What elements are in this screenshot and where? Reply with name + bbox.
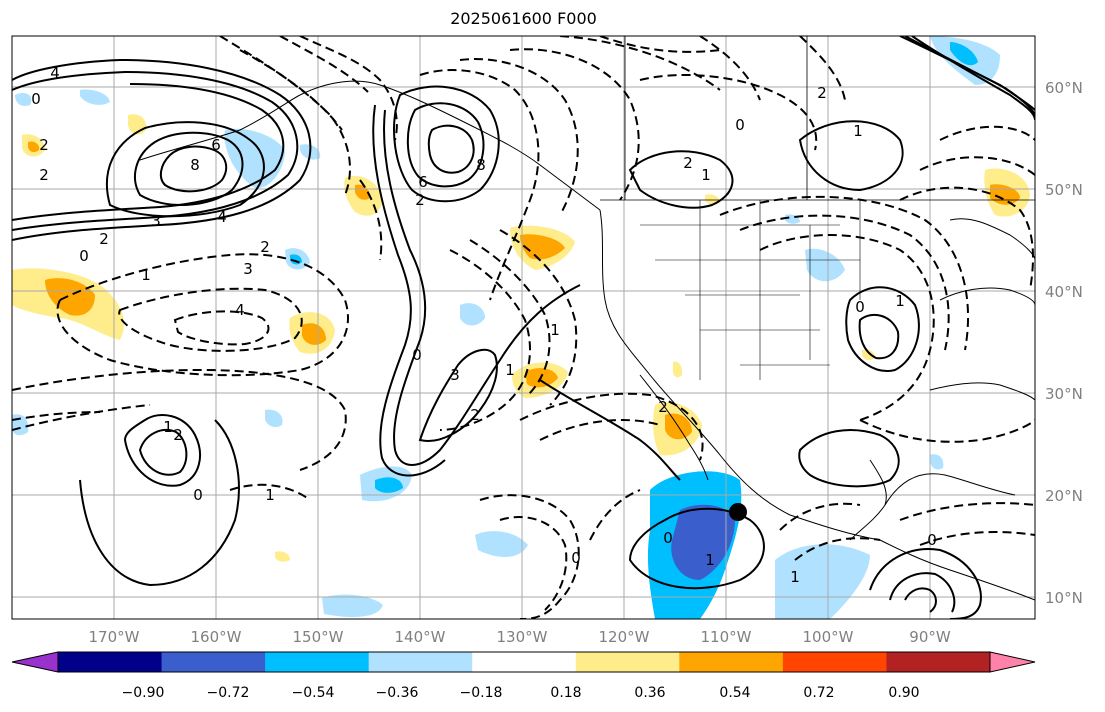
contour-label: 1	[895, 292, 905, 310]
contour-label: 3	[151, 212, 161, 230]
colorbar-tick-label: 0.72	[803, 685, 834, 701]
map-panel: 4 0 2 2 8 6 3 4 2 0 1 4 3 2 6 8 2 0 3 1 …	[12, 36, 1035, 619]
longitude-labels: 170°W 160°W 150°W 140°W 130°W 120°W 110°…	[89, 628, 951, 646]
contour-label: 1	[163, 418, 173, 436]
colorbar-segment	[679, 652, 784, 672]
lon-label: 150°W	[293, 628, 344, 646]
contour-label: 8	[476, 156, 486, 174]
contour-label: 2	[39, 136, 49, 154]
dashed-contours	[12, 36, 1035, 619]
contour-label: 2	[817, 84, 827, 102]
colorbar-segment	[58, 652, 163, 672]
lat-label: 60°N	[1045, 79, 1083, 97]
lat-label: 10°N	[1045, 589, 1083, 607]
contour-label: 2	[260, 238, 270, 256]
contour-label: 3	[450, 366, 460, 384]
contour-label: 4	[50, 64, 60, 82]
contour-label: 8	[190, 156, 200, 174]
contour-labels: 4 0 2 2 8 6 3 4 2 0 1 4 3 2 6 8 2 0 3 1 …	[31, 64, 937, 586]
shaded-regions	[12, 36, 1030, 619]
contour-label: 2	[99, 230, 109, 248]
lon-label: 140°W	[395, 628, 446, 646]
lon-label: 110°W	[701, 628, 752, 646]
contour-label: 2	[415, 191, 425, 209]
contour-label: 0	[571, 549, 581, 567]
map-title: 2025061600 F000	[450, 9, 597, 28]
colorbar-segment	[161, 652, 266, 672]
contour-label: 3	[243, 260, 253, 278]
colorbar-tick-label: −0.90	[122, 685, 165, 701]
storm-marker	[729, 503, 747, 521]
contour-label: 1	[505, 361, 515, 379]
shade-negative-core	[671, 504, 735, 580]
lon-label: 160°W	[191, 628, 242, 646]
colorbar-segment	[472, 652, 577, 672]
colorbar-tick-label: −0.54	[292, 685, 335, 701]
contour-label: 2	[39, 166, 49, 184]
lat-label: 50°N	[1045, 181, 1083, 199]
contour-label: 0	[79, 247, 89, 265]
contour-label: 0	[855, 298, 865, 316]
contour-label: 0	[412, 346, 422, 364]
contour-label: 4	[217, 208, 227, 226]
contour-label: 0	[927, 531, 937, 549]
contour-label: 1	[141, 266, 151, 284]
lat-label: 30°N	[1045, 385, 1083, 403]
colorbar-segment	[782, 652, 887, 672]
map-frame	[11, 35, 1036, 620]
contour-label: 0	[735, 116, 745, 134]
contour-label: 0	[31, 90, 41, 108]
colorbar-segment	[886, 652, 991, 672]
colorbar-tick-label: −0.72	[207, 685, 250, 701]
lat-label: 40°N	[1045, 283, 1083, 301]
colorbar-segment	[575, 652, 680, 672]
contour-label: 1	[265, 486, 275, 504]
contour-label: 2	[658, 398, 668, 416]
contour-label: 4	[235, 301, 245, 319]
shade-negative-small	[475, 531, 528, 557]
shade-negative-mid-core	[375, 477, 403, 493]
colorbar-tick-label: 0.18	[550, 685, 581, 701]
contour-label: 1	[705, 551, 715, 569]
contour-label: 2	[683, 154, 693, 172]
lon-label: 170°W	[89, 628, 140, 646]
lon-label: 120°W	[599, 628, 650, 646]
colorbar	[11, 651, 1036, 673]
colorbar-extend-high	[989, 651, 1036, 673]
solid-contours	[12, 36, 1035, 619]
contour-label: 2	[173, 426, 183, 444]
lat-label: 20°N	[1045, 487, 1083, 505]
contour-label: 1	[550, 321, 560, 339]
contour-label: 6	[211, 136, 221, 154]
colorbar-frame	[57, 651, 991, 673]
colorbar-tick-label: 0.54	[719, 685, 750, 701]
latitude-labels: 60°N 50°N 40°N 30°N 20°N 10°N	[1045, 79, 1083, 607]
shade-negative-se	[775, 544, 870, 619]
colorbar-tick-label: 0.36	[634, 685, 665, 701]
colorbar-segment	[265, 652, 370, 672]
contour-label: 0	[193, 486, 203, 504]
colorbar-extend-low	[11, 651, 59, 673]
contour-label: 1	[853, 122, 863, 140]
colorbar-tick-label: −0.36	[376, 685, 419, 701]
lon-label: 90°W	[909, 628, 951, 646]
lon-label: 130°W	[497, 628, 548, 646]
lon-label: 100°W	[803, 628, 854, 646]
contour-label: 1	[790, 568, 800, 586]
colorbar-segment	[368, 652, 473, 672]
contour-label: 0	[663, 529, 673, 547]
contour-label: 6	[418, 173, 428, 191]
contour-label: 2	[470, 406, 480, 424]
colorbar-tick-label: −0.18	[460, 685, 503, 701]
colorbar-tick-labels: −0.90 −0.72 −0.54 −0.36 −0.18 0.18 0.36 …	[122, 685, 920, 701]
colorbar-tick-label: 0.90	[888, 685, 919, 701]
shade-negative-sw	[322, 594, 383, 618]
contour-label: 1	[701, 166, 711, 184]
